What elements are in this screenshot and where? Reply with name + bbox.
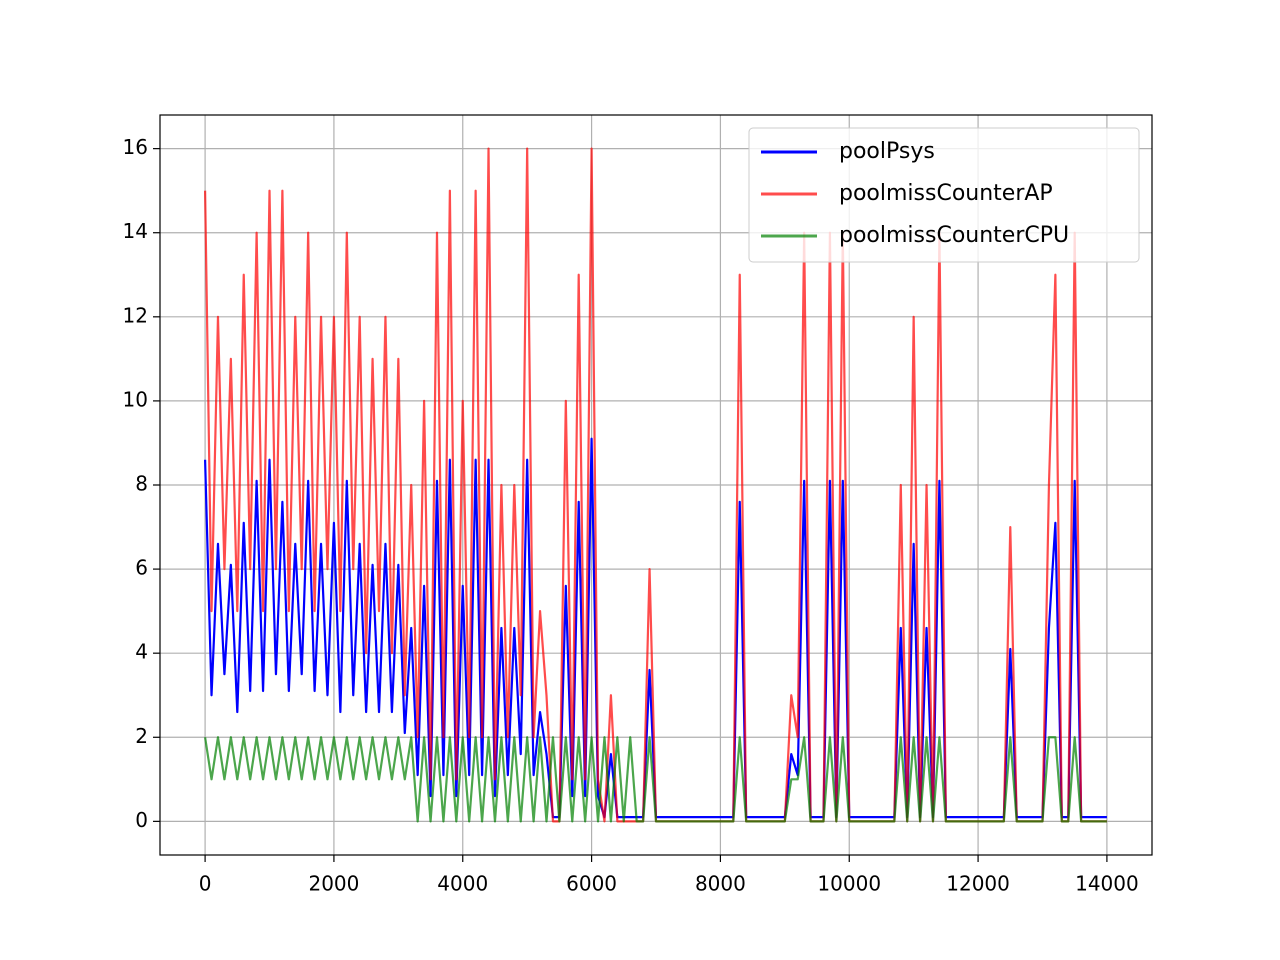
x-tick-label: 8000 (695, 872, 746, 896)
x-tick-label: 12000 (946, 872, 1010, 896)
plot-frame (159, 114, 1153, 856)
legend: poolPsys poolmissCounterAP poolmissCounter… (748, 127, 1140, 263)
y-tick-label: 10 (123, 387, 148, 411)
x-tick-label: 14000 (1075, 872, 1139, 896)
legend-label: poolPsys (839, 139, 935, 164)
series-line (204, 736, 1107, 823)
y-tick-label: 14 (123, 219, 148, 243)
x-tick-label: 10000 (817, 872, 881, 896)
y-tick-label: 0 (135, 808, 148, 832)
legend-box (748, 127, 1140, 263)
legend-label: poolmissCounterCPU (839, 223, 1069, 248)
legend-label: poolmissCounterAP (839, 181, 1053, 206)
x-tick-label: 2000 (308, 872, 359, 896)
y-tick-label: 4 (135, 640, 148, 664)
y-tick-label: 12 (123, 303, 148, 327)
x-tick-label: 0 (199, 872, 212, 896)
y-tick-label: 8 (135, 472, 148, 496)
y-tick-label: 16 (123, 135, 148, 159)
x-tick-label: 6000 (566, 872, 617, 896)
y-tick-label: 6 (135, 556, 148, 580)
x-tick-label: 4000 (437, 872, 488, 896)
y-tick-label: 2 (135, 724, 148, 748)
